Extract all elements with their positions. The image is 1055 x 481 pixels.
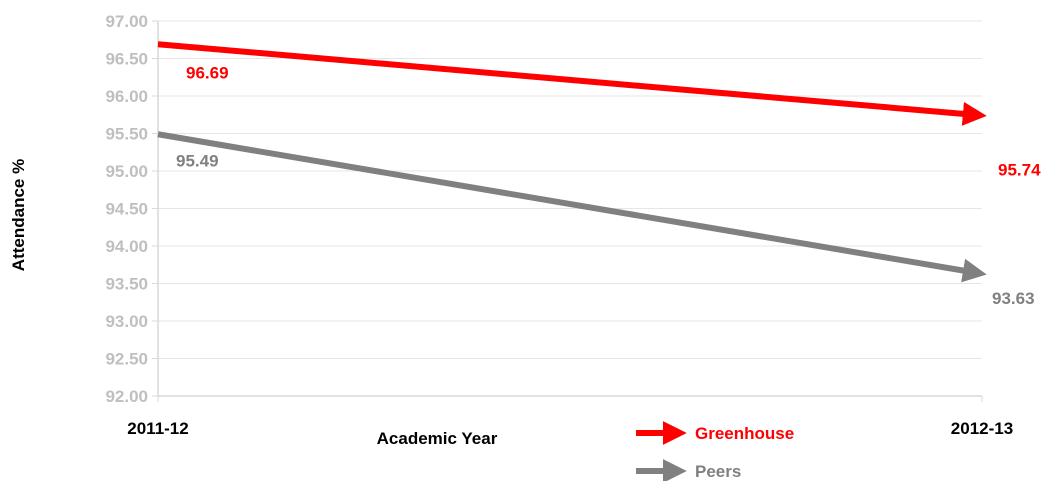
y-tick-label: 93.00: [105, 312, 148, 331]
legend-label-greenhouse: Greenhouse: [695, 424, 794, 443]
gridlines: [158, 20, 982, 359]
y-tick-label: 92.50: [105, 350, 148, 369]
data-labels: 96.69 95.74 95.49 93.63: [176, 63, 1041, 308]
x-axis-title: Academic Year: [377, 429, 498, 448]
y-tick-label: 95.00: [105, 162, 148, 181]
legend: Greenhouse Peers: [636, 421, 794, 481]
y-tick-label: 96.00: [105, 87, 148, 106]
x-tick-labels: 2011-12 2012-13: [127, 419, 1013, 438]
y-tick-label: 95.50: [105, 125, 148, 144]
y-tick-label: 94.00: [105, 237, 148, 256]
y-tick-label: 96.50: [105, 50, 148, 69]
axes: [152, 20, 983, 402]
x-tick-label: 2011-12: [127, 419, 188, 438]
series-line-greenhouse: [157, 41, 987, 126]
y-tick-label: 97.00: [105, 12, 148, 31]
legend-item-peers: Peers: [636, 459, 741, 481]
y-tick-label: 94.50: [105, 200, 148, 219]
series-line-peers: [157, 131, 987, 283]
legend-label-peers: Peers: [695, 462, 741, 481]
y-tick-label: 93.50: [105, 275, 148, 294]
data-label-greenhouse: 96.69: [186, 63, 229, 82]
data-label-peers: 93.63: [992, 289, 1035, 308]
series-lines: [157, 41, 987, 283]
x-tick-label: 2012-13: [951, 419, 1013, 438]
y-tick-label: 92.00: [105, 387, 148, 406]
y-axis-title: Attendance %: [9, 159, 28, 271]
data-label-greenhouse: 95.74: [998, 161, 1041, 180]
data-label-peers: 95.49: [176, 151, 219, 170]
y-tick-labels: 92.00 92.50 93.00 93.50 94.00 94.50 95.00 95.50…: [105, 12, 148, 406]
legend-item-greenhouse: Greenhouse: [636, 421, 794, 445]
